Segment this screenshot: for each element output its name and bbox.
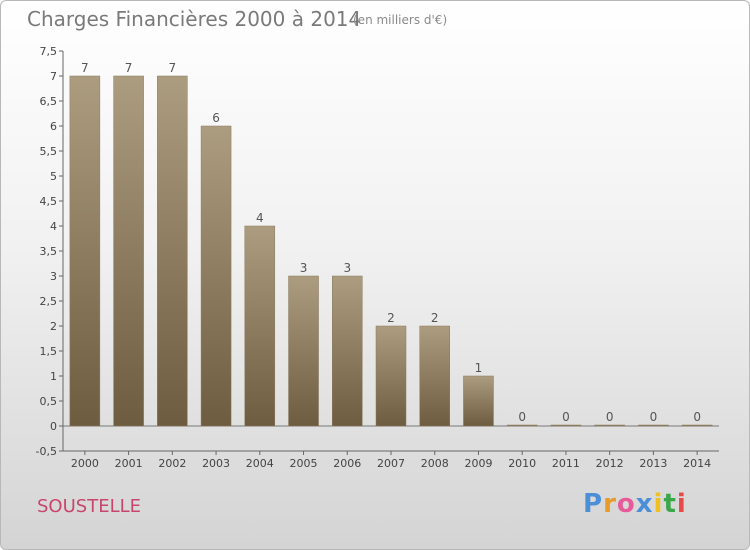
y-tick-label: 1,5 [40,345,58,358]
logo-letter: i [676,489,687,519]
data-label: 0 [562,410,570,424]
logo-letter: i [653,489,664,519]
commune-name: SOUSTELLE [37,496,141,517]
x-tick-label: 2013 [639,457,667,470]
bar [638,424,669,427]
proxiti-logo: Proxiti [583,489,687,519]
y-tick-label: -0,5 [36,445,57,458]
x-tick-label: 2002 [158,457,186,470]
y-tick-label: 6,5 [40,95,58,108]
logo-letter: P [583,489,604,519]
y-tick-label: 1 [50,370,57,383]
chart-title: Charges Financières 2000 à 2014 [27,7,362,31]
x-tick-label: 2003 [202,457,230,470]
data-label: 3 [343,261,351,275]
data-label: 1 [475,361,483,375]
x-tick-label: 2006 [333,457,361,470]
bar [288,275,319,427]
y-tick-label: 2 [50,320,57,333]
bar [463,375,494,427]
data-label: 2 [387,311,395,325]
logo-letter: o [616,489,636,519]
bar [550,424,582,427]
bar [594,424,625,427]
x-tick-label: 2001 [115,457,143,470]
data-label: 7 [169,61,177,75]
x-tick-label: 2012 [596,457,624,470]
y-tick-label: 7 [50,70,57,83]
data-labels: 7 7 7 6 4 3 3 2 2 1 0 0 0 0 0 [81,61,701,424]
data-label: 2 [431,311,439,325]
bar [244,225,276,427]
x-tick-label: 2007 [377,457,405,470]
x-tick-label: 2014 [683,457,711,470]
y-tick-label: 4,5 [40,195,58,208]
y-tick-label: 5 [50,170,57,183]
data-label: 7 [81,61,89,75]
bar [113,75,144,427]
logo-letter: x [635,489,654,519]
y-tick-label: 6 [50,120,57,133]
bar [506,424,538,427]
data-label: 0 [693,410,701,424]
bar [681,424,713,427]
bar [200,125,232,427]
data-label: 0 [606,410,614,424]
y-tick-label: 7,5 [40,45,58,58]
data-label: 3 [300,261,308,275]
bar [332,275,363,427]
x-tick-label: 2005 [290,457,318,470]
y-tick-label: 3,5 [40,245,58,258]
bar [69,75,101,427]
x-tick-label: 2004 [246,457,274,470]
x-tick-label: 2011 [552,457,580,470]
bar [419,325,450,427]
y-tick-label: 0,5 [40,395,58,408]
data-label: 6 [212,111,220,125]
chart-subtitle: (en milliers d'€) [353,13,448,27]
bar [157,75,188,427]
data-label: 0 [518,410,526,424]
x-tick-label: 2009 [464,457,492,470]
y-tick-label: 3 [50,270,57,283]
logo-letter: t [663,489,677,519]
y-tick-label: 4 [50,220,57,233]
bars [69,75,713,427]
data-label: 4 [256,211,264,225]
y-tick-label: 5,5 [40,145,58,158]
logo-letter: r [603,489,617,519]
data-label: 0 [650,410,658,424]
x-tick-label: 2008 [421,457,449,470]
x-tick-label: 2010 [508,457,536,470]
data-label: 7 [125,61,133,75]
y-tick-label: 2,5 [40,295,58,308]
y-tick-label: 0 [50,420,57,433]
x-tick-label: 2000 [71,457,99,470]
bar [375,325,407,427]
